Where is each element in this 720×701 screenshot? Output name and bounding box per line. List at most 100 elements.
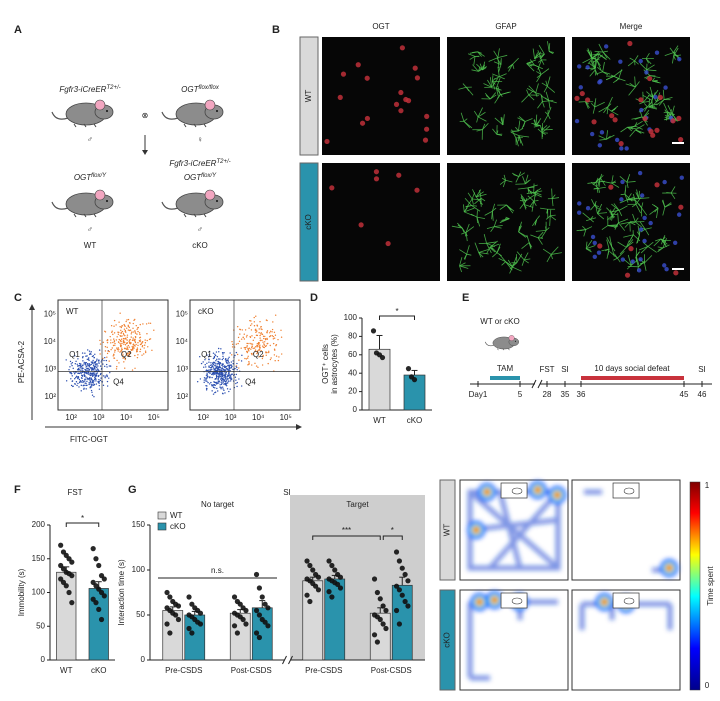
flow-event [148,322,150,324]
flow-event [199,378,202,380]
flow-event [263,346,265,349]
astrocyte-process [523,197,528,205]
astrocyte-process [639,101,644,105]
nucleus [574,118,580,124]
astrocyte-process [479,63,483,71]
astrocyte-process [594,101,605,108]
mouse-eye [106,110,108,112]
astrocyte-process [643,101,650,103]
flow-event [75,375,78,378]
flow-event [118,321,120,323]
nucleus [638,227,644,232]
colorbar [689,481,701,691]
flow-event [218,380,220,383]
data-point [186,625,192,632]
flow-event [256,346,258,348]
heatmap-spot [554,492,560,498]
flow-event [227,364,229,366]
flow-event [93,361,96,364]
flow-event [106,341,109,344]
astrocyte-process [647,246,657,253]
flow-event [74,378,76,380]
flow-event [272,338,275,340]
flow-event [96,372,98,375]
astrocyte-process [540,230,547,239]
ogt-cell [414,187,420,193]
astrocyte-process [610,213,615,219]
flow-event [246,351,249,354]
flow-event [222,388,224,390]
astrocyte-process [538,67,542,75]
flow-event [122,332,125,335]
astrocyte-process [521,259,525,266]
group-label: WT or cKO [480,317,519,326]
significance-label: * [81,514,84,523]
flow-event [127,324,129,327]
data-point [380,603,386,609]
heatmap-spot [484,489,490,495]
flow-event [85,378,87,380]
flow-event [75,360,77,363]
ogt-cell [414,75,421,81]
flow-event [269,330,272,332]
astrocyte-process [673,45,679,53]
flow-event [128,346,131,348]
flow-event [85,376,87,378]
flow-event [124,357,127,360]
flow-event [218,351,220,353]
astrocyte-process [534,54,539,60]
astrocyte-process [644,255,653,264]
flow-event [204,359,206,361]
data-point [243,621,249,627]
flow-event [136,333,138,335]
astrocyte-process [653,238,662,247]
astrocyte-process [537,59,542,63]
flow-event [129,338,131,341]
flow-event [88,350,91,352]
nucleus [598,78,603,84]
data-point [393,607,400,614]
astrocyte-process [471,198,474,205]
astrocyte-process [551,188,553,199]
ogt-cell [340,71,347,77]
astrocyte-process [497,48,500,58]
flow-event [234,367,236,370]
mouse-foot [73,213,77,218]
astrocyte-process [499,179,506,185]
astrocyte-process [518,231,527,238]
astrocyte-process [593,187,599,190]
x-tick-label: 10² [65,413,77,422]
flow-event [129,352,132,354]
data-point [337,574,344,580]
flow-event [220,369,223,371]
astrocyte-process [535,83,539,94]
astrocyte-process [590,181,599,189]
flow-event [135,349,138,351]
flow-event [206,377,208,379]
astrocyte-process [585,241,588,249]
astrocyte-process [547,107,552,115]
astrocyte-process [459,262,466,267]
flow-event [113,353,115,356]
astrocyte-process [609,250,618,259]
flow-event [215,374,218,377]
astrocyte-process [607,96,613,107]
flow-event [209,369,212,371]
astrocyte-process [518,120,521,132]
nucleus [624,146,629,151]
flow-event [215,366,217,369]
flow-event [223,351,225,354]
flow-event [115,324,117,326]
astrocyte-process [594,200,597,206]
astrocyte-process [606,135,611,140]
flow-event [258,346,261,349]
flow-event [124,325,126,328]
flow-event [204,364,206,366]
astrocyte-process [518,172,525,177]
astrocyte-process [585,218,591,222]
y-tick-label: 10³ [44,364,56,373]
nucleus [679,175,684,180]
cross-symbol: ⊗ [142,111,149,120]
flow-event [78,386,80,388]
flow-event [261,333,263,335]
